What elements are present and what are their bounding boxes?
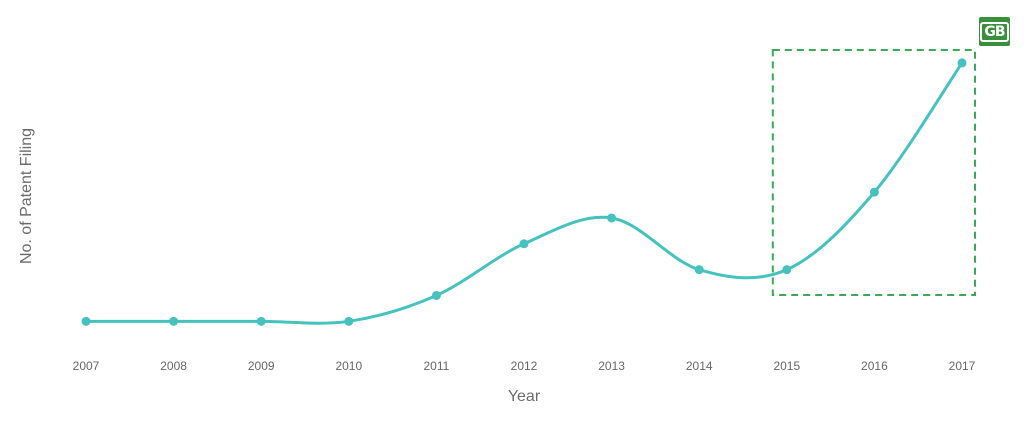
- data-point-2011[interactable]: [431, 290, 441, 300]
- data-point-2013[interactable]: [607, 213, 617, 223]
- data-point-2016[interactable]: [869, 187, 879, 197]
- data-point-2009[interactable]: [256, 316, 266, 326]
- x-tick-label-2010: 2010: [335, 359, 362, 373]
- x-axis-title: Year: [508, 388, 541, 405]
- highlight-box: [771, 49, 976, 296]
- data-point-2007[interactable]: [81, 316, 91, 326]
- series-line: [84, 61, 964, 325]
- x-tick-label-2008: 2008: [160, 359, 187, 373]
- data-point-2012[interactable]: [519, 239, 529, 249]
- x-tick-label-2015: 2015: [773, 359, 800, 373]
- y-axis-title: No. of Patent Filing: [18, 128, 35, 264]
- data-point-2015[interactable]: [782, 265, 792, 275]
- x-axis-ticks: 2007 2008 2009 2010 2011 2012 2013 2014 2015 2016…: [73, 359, 976, 373]
- x-tick-label-2011: 2011: [423, 359, 449, 373]
- x-tick-label-2014: 2014: [686, 359, 713, 373]
- x-tick-label-2012: 2012: [511, 359, 538, 373]
- data-point-2010[interactable]: [344, 316, 354, 326]
- brand-logo-text: GB: [980, 22, 1009, 42]
- data-points: [81, 58, 967, 326]
- x-tick-label-2016: 2016: [861, 359, 888, 373]
- data-point-2014[interactable]: [694, 265, 704, 275]
- x-tick-label-2013: 2013: [598, 359, 625, 373]
- series-line-group: [84, 61, 964, 325]
- highlight-region: [771, 49, 976, 296]
- data-point-2008[interactable]: [169, 316, 179, 326]
- x-tick-label-2017: 2017: [949, 359, 976, 373]
- brand-logo: GB: [979, 17, 1010, 46]
- x-tick-label-2007: 2007: [73, 359, 100, 373]
- data-point-2017[interactable]: [957, 58, 967, 68]
- x-tick-label-2009: 2009: [248, 359, 275, 373]
